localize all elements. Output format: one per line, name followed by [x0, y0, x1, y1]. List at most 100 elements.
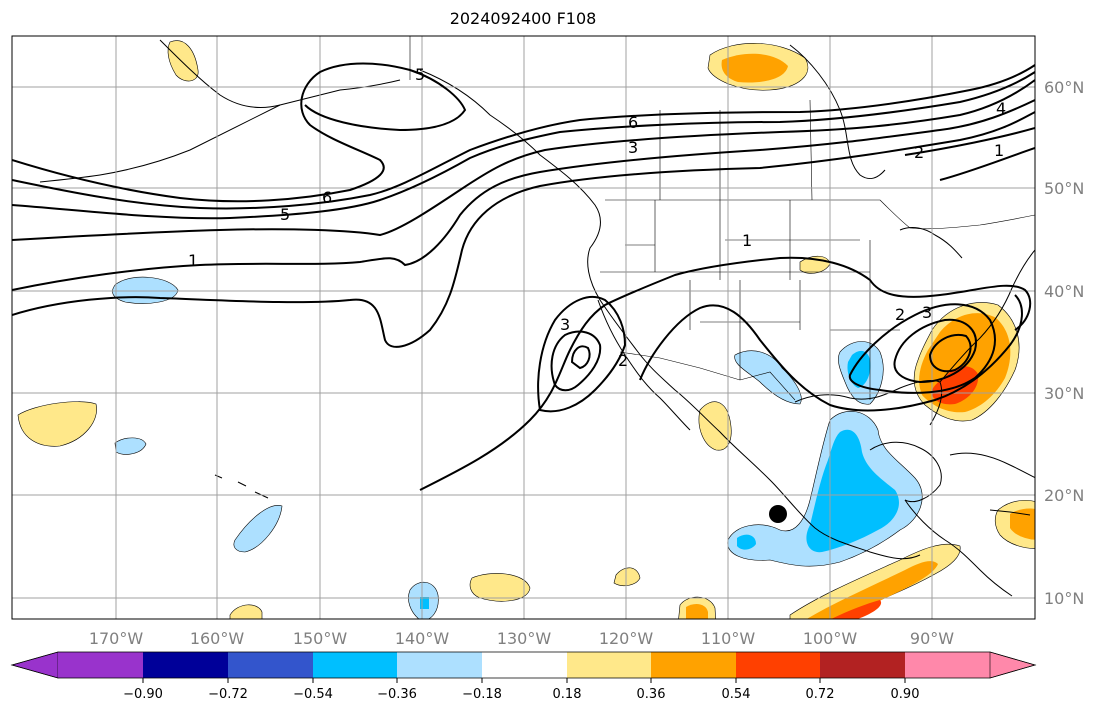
longitude-labels: 170°W 160°W 150°W 140°W 130°W 120°W 110°… [89, 629, 954, 648]
colorbar-outline [10, 651, 1037, 679]
colorbar-tick-label: −0.72 [208, 687, 248, 702]
orange-region [721, 53, 788, 83]
contour-label: 1 [742, 231, 752, 250]
colorbar-segment [143, 652, 228, 678]
light-blue-region [114, 437, 147, 455]
map-title: 2024092400 F108 [449, 9, 597, 28]
contour-line [848, 303, 996, 394]
cuba-hispaniola [989, 509, 1031, 516]
atlantic-coast [939, 249, 1035, 383]
colorbar: −0.90 −0.72 −0.54 −0.36 −0.18 0.18 0.36 … [10, 651, 1037, 702]
lon-label: 140°W [395, 629, 450, 648]
yellow-region [469, 573, 531, 602]
contour-line [550, 330, 602, 392]
north-america-west-coast [419, 69, 921, 560]
lon-label: 90°W [910, 629, 954, 648]
colorbar-segment [820, 652, 905, 678]
contour-label: 5 [280, 205, 290, 224]
colorbar-tick-label: 0.90 [891, 687, 920, 702]
contour-label: 3 [628, 138, 638, 157]
colorbar-segment [651, 652, 736, 678]
lat-label: 20°N [1044, 486, 1084, 505]
central-america [904, 499, 1013, 597]
lon-label: 120°W [599, 629, 654, 648]
contour-line [419, 256, 1032, 491]
alaska-coast [159, 39, 401, 109]
contour-line [12, 79, 1035, 241]
orange-region [806, 561, 938, 619]
graticule [12, 36, 1035, 619]
yellow-region [167, 40, 199, 82]
orange-region [686, 604, 708, 619]
yucatan [869, 441, 942, 503]
lat-label: 30°N [1044, 384, 1084, 403]
contour-label: 5 [415, 65, 425, 84]
great-lakes [899, 227, 963, 259]
colorbar-segment [905, 652, 990, 678]
contour-label: 2 [618, 351, 628, 370]
shaded-fields [17, 40, 1035, 619]
contour-line [12, 62, 467, 203]
contours [12, 62, 1035, 491]
contour-line [893, 318, 977, 384]
lat-label: 40°N [1044, 282, 1084, 301]
colorbar-segment [482, 652, 567, 678]
colorbar-segment [313, 652, 397, 678]
contour-label: 4 [996, 99, 1006, 118]
colorbar-tick-label: 0.72 [806, 687, 835, 702]
lon-label: 150°W [293, 629, 348, 648]
contour-label: 3 [560, 315, 570, 334]
colorbar-tick-label: −0.90 [123, 687, 163, 702]
lon-label: 170°W [89, 629, 144, 648]
cyan-region [420, 597, 429, 609]
colorbar-segment [567, 652, 651, 678]
colorbar-segment [397, 652, 482, 678]
gulf-coast [794, 379, 943, 426]
colorbar-segment [736, 652, 820, 678]
colorbar-segment [228, 652, 313, 678]
map-frame [11, 35, 1036, 620]
contour-label: 3 [922, 303, 932, 322]
contour-line [12, 99, 1035, 291]
latitude-labels: 10°N 20°N 30°N 40°N 50°N 60°N [1044, 78, 1084, 608]
lon-label: 160°W [190, 629, 245, 648]
yellow-region [229, 604, 263, 619]
contour-label: 1 [188, 251, 198, 270]
cuba [949, 452, 1035, 479]
contour-line [12, 64, 1035, 210]
state-line [625, 244, 900, 331]
contour-label: 6 [322, 188, 332, 207]
contour-line [939, 147, 1035, 181]
contour-line [639, 294, 1023, 412]
lon-label: 130°W [497, 629, 552, 648]
colorbar-segment [58, 652, 143, 678]
cyan-region [847, 350, 871, 388]
colorbar-tick-label: 0.54 [722, 687, 751, 702]
light-blue-region [734, 350, 802, 405]
contour-line [12, 71, 1035, 220]
state-line [689, 240, 871, 400]
contour-label: 1 [994, 141, 1004, 160]
yellow-region [698, 401, 732, 451]
yellow-region [613, 567, 641, 587]
colorbar-tick-label: −0.54 [293, 687, 333, 702]
colorbar-tick-label: 0.18 [553, 687, 582, 702]
us-mexico-border [619, 351, 796, 401]
contour-line [537, 295, 627, 413]
lat-label: 50°N [1044, 179, 1084, 198]
contour-labels: 6 3 6 5 1 1 2 3 5 4 2 1 2 3 [188, 65, 1006, 370]
orange-region [1010, 508, 1035, 540]
hudson-bay [789, 44, 886, 180]
us-canada-border [605, 199, 1035, 230]
state-line [600, 200, 870, 280]
lon-label: 110°W [701, 629, 756, 648]
colorbar-tick-label: 0.36 [637, 687, 666, 702]
colorbar-tick-label: −0.18 [462, 687, 502, 702]
colorbar-tick-marks [142, 678, 906, 683]
contour-line [904, 127, 1035, 156]
light-blue-region [233, 505, 283, 553]
colorbar-extend-high [989, 651, 1037, 679]
lat-label: 60°N [1044, 78, 1084, 97]
colorbar-tick-label: −0.36 [377, 687, 417, 702]
red-orange-region [931, 366, 979, 405]
